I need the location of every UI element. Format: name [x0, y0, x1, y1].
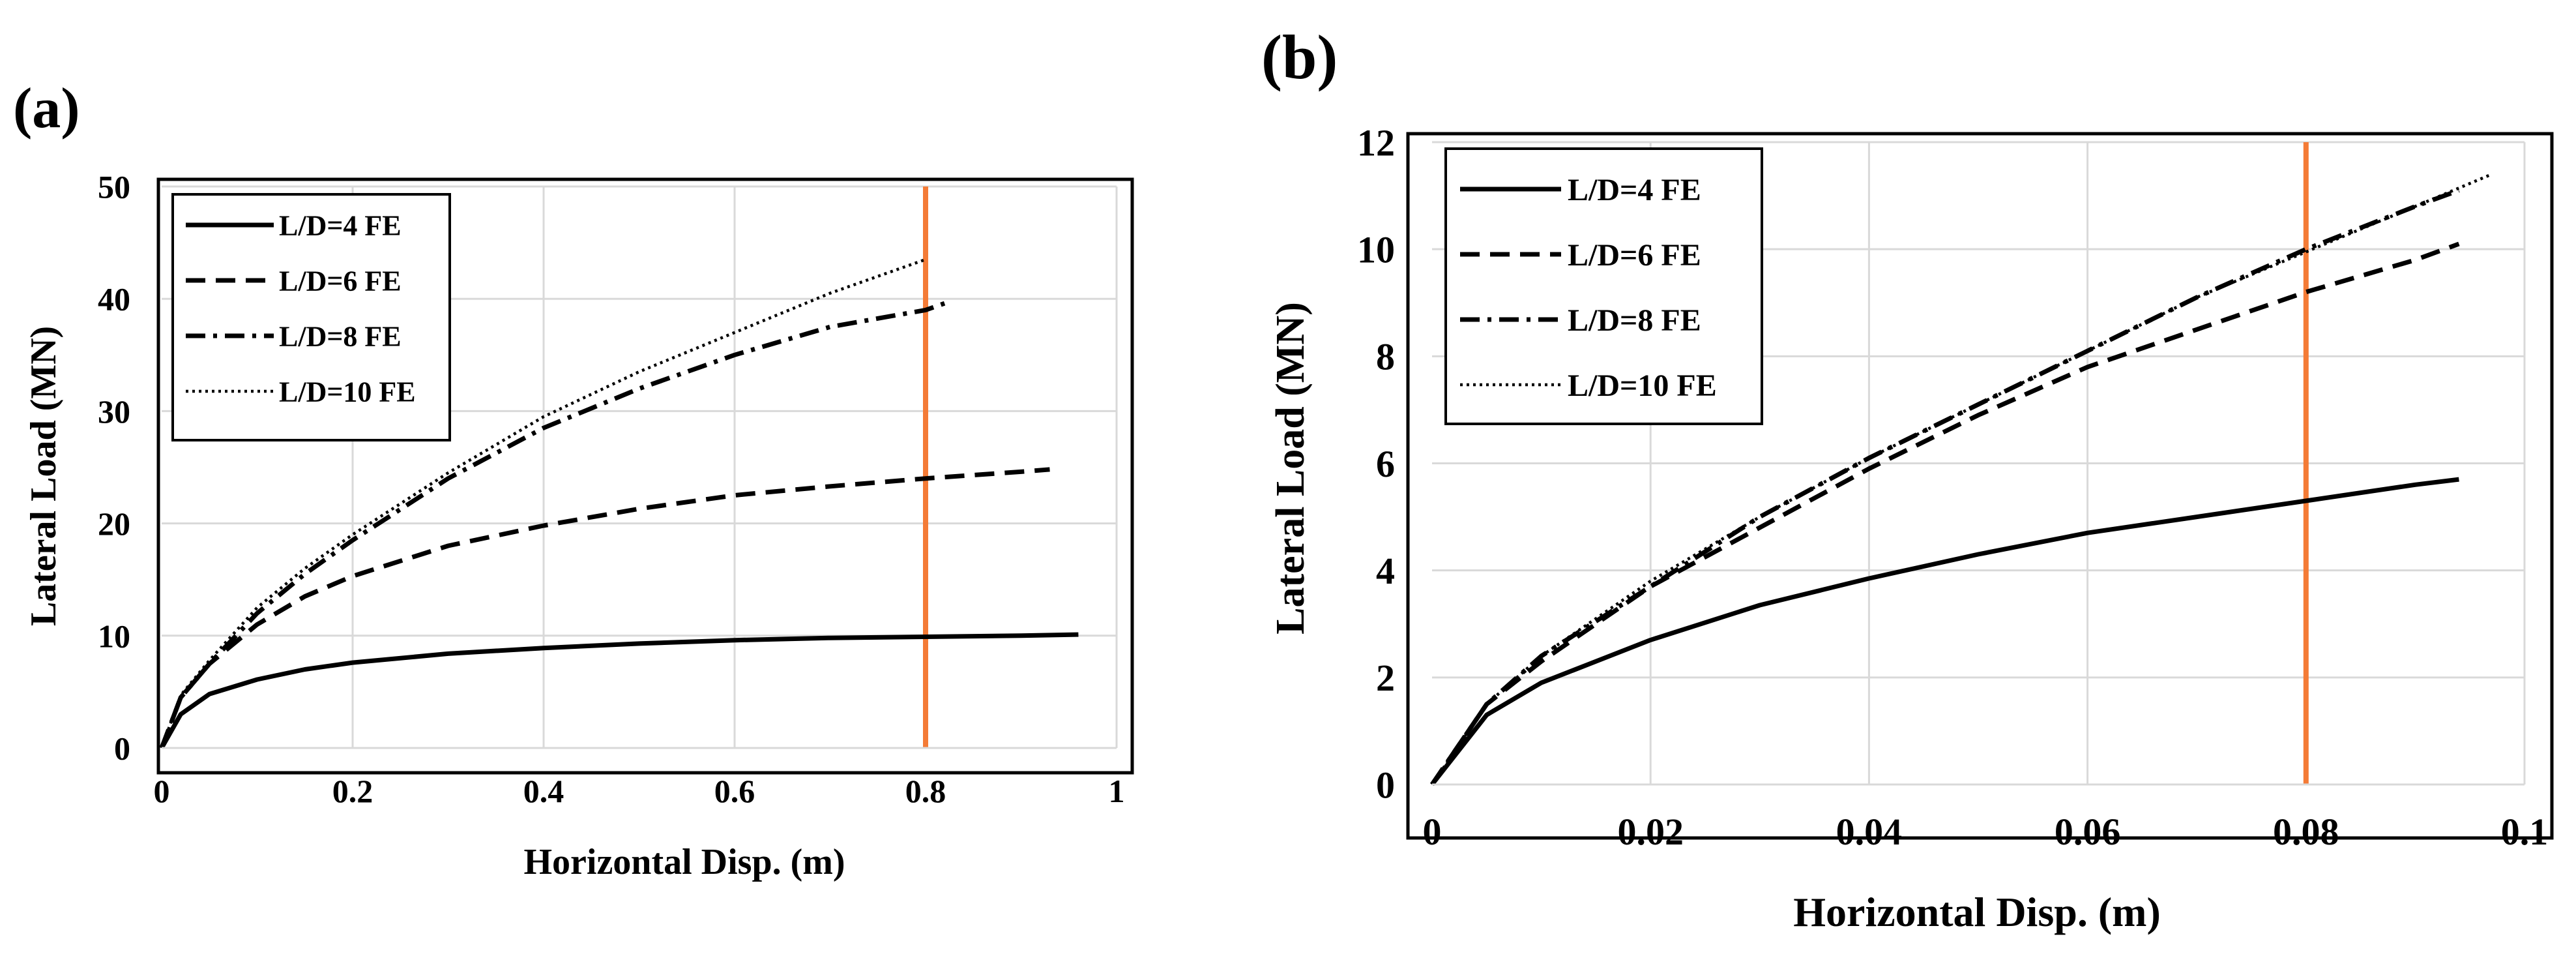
chart-frame	[156, 177, 1134, 775]
legend-label: L/D=6 FE	[1568, 238, 1701, 273]
legend-label: L/D=4 FE	[1568, 173, 1701, 207]
y-tick-label: 8	[1376, 336, 1395, 378]
panel-label: (a)	[13, 77, 80, 140]
y-tick-label: 6	[1376, 443, 1395, 485]
x-tick-label: 0.02	[1617, 811, 1684, 853]
chart-panel-1: (a) 0 10 20 30 40 50 0 0.2 0.4 0.6 0.8 1 Horizontal D…	[13, 77, 1134, 882]
x-tick-label: 0	[1423, 811, 1442, 853]
x-tick-label: 1	[1109, 773, 1125, 809]
legend: L/D=4 FE L/D=6 FE L/D=8 FE L/D=10 FE	[171, 193, 451, 441]
y-axis-title: Lateral Load (MN)	[23, 326, 64, 626]
y-tick-label: 10	[98, 618, 130, 654]
series-line-l-d-10-fe	[1431, 173, 2493, 786]
series-line-l-d-6-fe	[1430, 241, 2460, 786]
series-line-l-d-4-fe	[1430, 477, 2459, 786]
series-line-l-d-8-fe	[159, 301, 946, 749]
chart-frame	[1406, 132, 2554, 840]
chart-panel-2: (b) 0 2 4 6 8 10 12 0 0.02 0.04 0.06 0.08 0.1 Horizont…	[1261, 22, 2554, 935]
x-tick-label: 0.08	[2273, 811, 2339, 853]
y-tick-label: 30	[98, 393, 130, 430]
y-tick-label: 50	[98, 169, 130, 205]
series-line-l-d-4-fe	[159, 632, 1079, 749]
x-tick-label: 0.6	[714, 773, 755, 809]
legend-label: L/D=8 FE	[279, 320, 402, 352]
y-axis-title: Lateral Load (MN)	[1268, 302, 1313, 635]
legend-label: L/D=6 FE	[279, 265, 402, 297]
x-tick-label: 0.1	[2501, 811, 2549, 853]
legend-label: L/D=8 FE	[1568, 303, 1701, 338]
x-tick-label: 0.8	[905, 773, 946, 809]
y-tick-label: 4	[1376, 550, 1395, 592]
legend-label: L/D=10 FE	[1568, 368, 1717, 403]
x-tick-label: 0.4	[523, 773, 564, 809]
x-tick-label: 0	[154, 773, 170, 809]
y-tick-label: 12	[1357, 121, 1395, 164]
legend-box	[171, 193, 451, 441]
legend-label: L/D=10 FE	[279, 376, 416, 408]
legend-label: L/D=4 FE	[279, 209, 402, 241]
x-tick-label: 0.2	[332, 773, 373, 809]
y-tick-label: 2	[1376, 657, 1395, 699]
panel-label: (b)	[1261, 22, 1338, 92]
y-tick-label: 0	[114, 730, 130, 767]
y-tick-label: 0	[1376, 764, 1395, 806]
x-tick-label: 0.06	[2055, 811, 2121, 853]
legend: L/D=4 FE L/D=6 FE L/D=8 FE L/D=10 FE	[1444, 147, 1763, 425]
legend-box	[1444, 147, 1763, 425]
x-axis-title: Horizontal Disp. (m)	[1793, 889, 2161, 935]
y-tick-label: 20	[98, 505, 130, 542]
x-tick-label: 0.04	[1836, 811, 1903, 853]
series-line-l-d-6-fe	[159, 467, 1050, 749]
x-axis-title: Horizontal Disp. (m)	[523, 842, 845, 882]
y-tick-label: 40	[98, 281, 130, 318]
series-line-l-d-10-fe	[160, 258, 926, 749]
y-tick-label: 10	[1357, 228, 1395, 271]
